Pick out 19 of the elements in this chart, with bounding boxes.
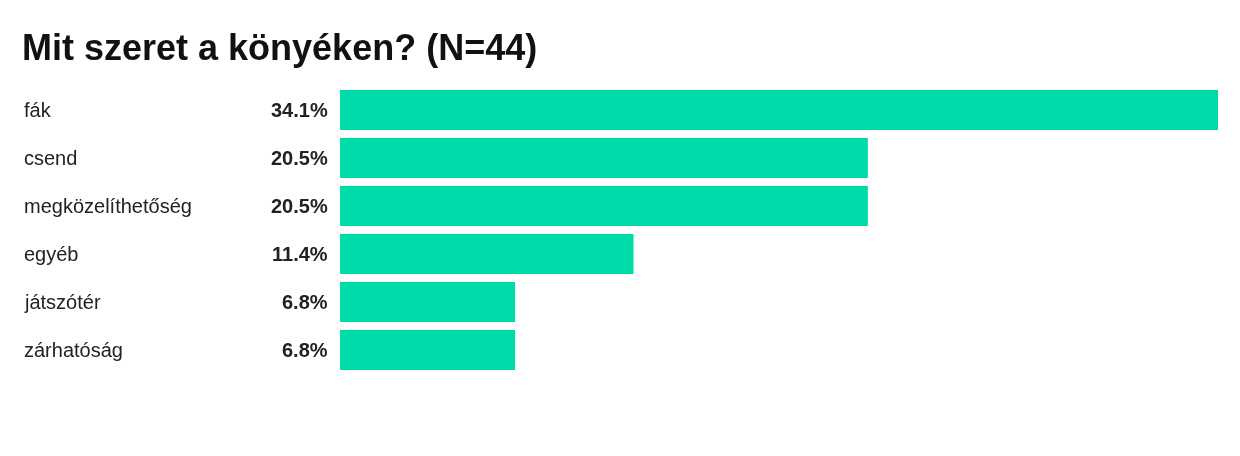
y-tick-label: egyéb (24, 243, 79, 265)
data-label: 6.8% (282, 339, 328, 361)
y-tick-label: csend (24, 147, 78, 169)
data-label: 34.1% (271, 99, 328, 121)
data-label: 20.5% (271, 195, 328, 217)
y-tick-label: fák (24, 99, 52, 121)
bar (340, 234, 634, 274)
data-label: 20.5% (271, 147, 328, 169)
y-tick-label: játszótér (24, 291, 101, 313)
bar (340, 186, 868, 226)
data-label: 11.4% (272, 243, 328, 265)
data-label: 6.8% (282, 291, 328, 313)
y-tick-label: megközelíthetőség (24, 195, 192, 217)
bar (340, 90, 1218, 130)
bar (340, 330, 516, 370)
bar (340, 282, 516, 322)
y-tick-label: zárhatóság (24, 339, 123, 361)
chart-title: Mit szeret a könyéken? (N=44) (22, 26, 538, 68)
bar (340, 138, 868, 178)
